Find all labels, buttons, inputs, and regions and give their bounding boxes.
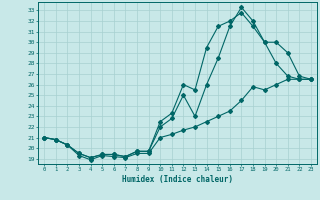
X-axis label: Humidex (Indice chaleur): Humidex (Indice chaleur) bbox=[122, 175, 233, 184]
